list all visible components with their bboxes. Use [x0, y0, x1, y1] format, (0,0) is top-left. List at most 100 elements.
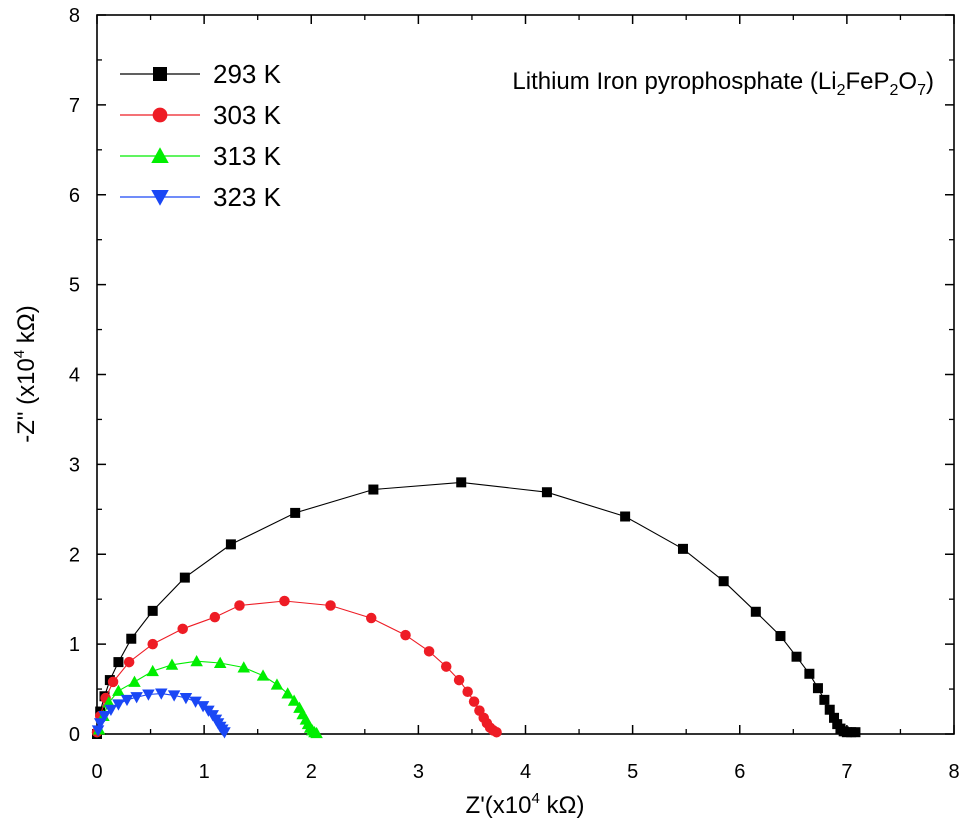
y-tick-label: 1 [69, 634, 80, 656]
data-point [104, 704, 118, 716]
y-tick-label: 0 [69, 724, 80, 746]
y-tick-label: 3 [69, 454, 80, 476]
data-point [213, 656, 227, 668]
data-point [126, 633, 137, 644]
data-point [310, 726, 323, 739]
data-point [620, 511, 631, 522]
series-323-k [91, 688, 231, 739]
data-point [440, 661, 452, 672]
data-point [189, 696, 202, 708]
data-point [190, 654, 203, 667]
data-point [791, 651, 802, 662]
data-point [750, 606, 761, 617]
y-tick-label: 2 [69, 544, 80, 566]
x-tick-label: 7 [841, 761, 852, 783]
data-point [270, 678, 284, 690]
legend-label: 313 K [213, 141, 282, 171]
data-point [325, 600, 336, 611]
data-point [107, 676, 119, 688]
series-line [96, 481, 856, 735]
data-point [218, 727, 231, 739]
data-point [147, 605, 158, 616]
y-axis-title: -Z" (x104 kΩ) [11, 305, 40, 442]
data-point [225, 539, 236, 550]
data-point [234, 600, 245, 611]
data-point [812, 683, 823, 694]
data-point [400, 629, 411, 641]
data-point [468, 696, 480, 707]
legend-item: 293 K [120, 59, 282, 89]
data-point [819, 694, 830, 705]
x-tick-label: 1 [199, 761, 210, 783]
data-point [155, 688, 168, 700]
legend-marker [151, 147, 169, 163]
data-point [365, 612, 377, 624]
x-tick-label: 8 [948, 761, 959, 783]
data-point [456, 477, 467, 488]
data-point [102, 696, 116, 708]
data-point [123, 656, 135, 668]
data-point [128, 675, 141, 687]
y-tick-label: 6 [69, 185, 80, 207]
y-tick-label: 4 [69, 365, 80, 387]
legend-marker [153, 67, 167, 81]
data-point [775, 631, 786, 642]
data-point [112, 699, 125, 711]
data-point [491, 726, 502, 738]
data-point [850, 727, 861, 738]
y-tick-label: 7 [69, 95, 80, 117]
data-point [130, 692, 143, 704]
data-point [279, 595, 290, 607]
data-point [93, 718, 107, 730]
legend-marker [151, 190, 169, 206]
legend-item: 303 K [120, 100, 282, 130]
data-point [804, 668, 815, 679]
data-point [462, 686, 473, 698]
data-point [829, 712, 840, 723]
data-point [423, 646, 435, 657]
legend: 293 K 303 K 313 K 323 K [120, 59, 282, 212]
data-point [541, 487, 552, 498]
data-point [98, 711, 111, 723]
data-point [120, 694, 134, 707]
data-point [146, 664, 159, 677]
data-point [179, 693, 193, 705]
compound-annotation: Lithium Iron pyrophosphate (Li2FeP2O7) [512, 68, 934, 99]
data-point [91, 725, 105, 737]
data-point [237, 661, 251, 673]
data-point [290, 507, 301, 518]
legend-marker [152, 107, 168, 123]
data-point [165, 658, 179, 670]
x-tick-label: 2 [306, 761, 317, 783]
series-layer [91, 477, 861, 739]
data-point [177, 623, 188, 635]
data-point [147, 638, 158, 650]
data-point [718, 576, 729, 587]
x-tick-label: 4 [520, 761, 531, 783]
data-point [167, 690, 181, 702]
legend-item: 323 K [120, 182, 282, 212]
axis-ticks [96, 14, 955, 735]
data-point [677, 543, 688, 554]
y-tick-label: 5 [69, 275, 80, 297]
x-tick-label: 6 [734, 761, 745, 783]
legend-label: 303 K [213, 100, 282, 130]
y-tick-label: 8 [69, 5, 80, 27]
data-point [209, 611, 221, 623]
legend-item: 313 K [120, 141, 282, 171]
data-point [112, 684, 125, 696]
x-tick-label: 5 [627, 761, 638, 783]
x-tick-label: 3 [413, 761, 424, 783]
data-point [368, 484, 379, 495]
legend-label: 293 K [213, 59, 282, 89]
data-point [453, 674, 465, 686]
data-point [113, 657, 124, 668]
data-point [287, 694, 301, 706]
data-point [256, 669, 270, 681]
legend-label: 323 K [213, 182, 282, 212]
data-point [179, 572, 190, 583]
tick-labels: 0 1 2 3 4 5 6 7 8 0 1 2 3 4 5 6 7 8 [69, 5, 960, 783]
x-axis-title: Z'(x104 kΩ) [466, 790, 585, 819]
x-tick-label: 0 [91, 761, 102, 783]
